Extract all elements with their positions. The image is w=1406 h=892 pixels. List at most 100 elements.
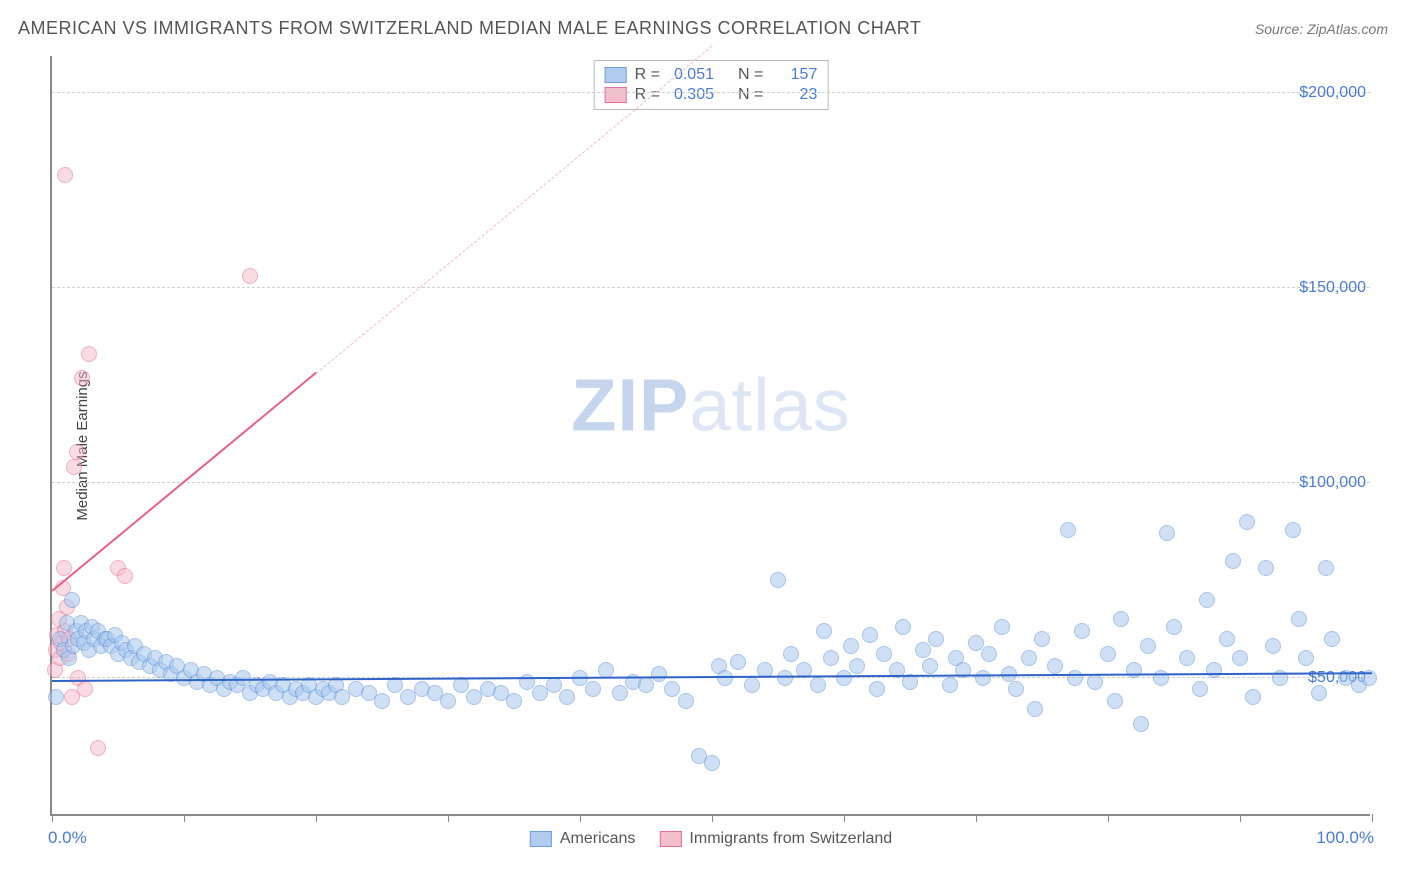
x-tick [184,814,185,822]
data-point-americans [928,631,944,647]
data-point-americans [678,693,694,709]
data-point-americans [1034,631,1050,647]
data-point-immigrants [117,568,133,584]
data-point-americans [1067,670,1083,686]
trend-line [316,45,713,373]
x-tick [976,814,977,822]
data-point-americans [843,638,859,654]
n-label: N = [738,66,763,84]
data-point-americans [1027,701,1043,717]
n-value-americans: 157 [771,66,817,84]
data-point-americans [440,693,456,709]
data-point-americans [1206,662,1222,678]
data-point-americans [1179,650,1195,666]
data-point-americans [1324,631,1340,647]
gridline [52,287,1370,288]
x-tick [1108,814,1109,822]
data-point-americans [598,662,614,678]
data-point-americans [994,619,1010,635]
data-point-americans [1074,623,1090,639]
source-label: Source: [1255,21,1303,37]
data-point-americans [1140,638,1156,654]
x-tick [1372,814,1373,822]
data-point-americans [1133,716,1149,732]
data-point-americans [975,670,991,686]
n-value-immigrants: 23 [771,86,817,104]
data-point-americans [64,592,80,608]
data-point-americans [1245,689,1261,705]
data-point-americans [453,677,469,693]
y-tick-label: $100,000 [1299,474,1366,492]
data-point-americans [1291,611,1307,627]
r-label: R = [635,66,660,84]
data-point-americans [730,654,746,670]
x-tick [448,814,449,822]
x-tick [316,814,317,822]
data-point-americans [1166,619,1182,635]
data-point-americans [1232,650,1248,666]
data-point-americans [922,658,938,674]
legend-label-immigrants: Immigrants from Switzerland [689,830,892,848]
data-point-americans [1311,685,1327,701]
data-point-americans [915,642,931,658]
swatch-americans [605,67,627,83]
data-point-immigrants [81,346,97,362]
data-point-americans [1100,646,1116,662]
data-point-americans [1239,514,1255,530]
swatch-immigrants [605,87,627,103]
source: Source: ZipAtlas.com [1255,21,1388,37]
data-point-immigrants [242,268,258,284]
data-point-americans [612,685,628,701]
gridline [52,92,1370,93]
watermark-rest: atlas [689,363,850,446]
data-point-americans [1021,650,1037,666]
gridline [52,482,1370,483]
data-point-americans [1265,638,1281,654]
data-point-americans [869,681,885,697]
plot-area: ZIPatlas R = 0.051 N = 157 R = 0.305 N =… [50,56,1370,816]
r-label-2: R = [635,86,660,104]
series-legend: Americans Immigrants from Switzerland [530,830,892,848]
data-point-americans [1258,560,1274,576]
data-point-americans [585,681,601,697]
data-point-immigrants [77,681,93,697]
data-point-americans [1107,693,1123,709]
data-point-americans [744,677,760,693]
data-point-americans [981,646,997,662]
data-point-americans [1153,670,1169,686]
data-point-americans [823,650,839,666]
data-point-americans [1285,522,1301,538]
data-point-americans [1225,553,1241,569]
x-tick [712,814,713,822]
x-tick [1240,814,1241,822]
data-point-americans [1159,525,1175,541]
watermark-bold: ZIP [571,363,689,446]
data-point-americans [1008,681,1024,697]
data-point-americans [810,677,826,693]
swatch-immigrants-2 [659,831,681,847]
x-max-label: 100.0% [1316,828,1374,848]
stats-row-americans: R = 0.051 N = 157 [605,65,818,85]
data-point-immigrants [66,459,82,475]
data-point-immigrants [57,167,73,183]
data-point-americans [770,572,786,588]
data-point-americans [519,674,535,690]
data-point-americans [968,635,984,651]
title-bar: AMERICAN VS IMMIGRANTS FROM SWITZERLAND … [18,18,1388,39]
data-point-americans [1087,674,1103,690]
data-point-americans [1113,611,1129,627]
data-point-americans [638,677,654,693]
data-point-americans [849,658,865,674]
data-point-americans [1192,681,1208,697]
data-point-americans [506,693,522,709]
x-tick [844,814,845,822]
data-point-immigrants [69,444,85,460]
x-min-label: 0.0% [48,828,87,848]
data-point-americans [1298,650,1314,666]
data-point-americans [816,623,832,639]
stats-legend: R = 0.051 N = 157 R = 0.305 N = 23 [594,60,829,110]
legend-item-americans: Americans [530,830,636,848]
swatch-americans-2 [530,831,552,847]
x-tick [580,814,581,822]
data-point-americans [374,693,390,709]
